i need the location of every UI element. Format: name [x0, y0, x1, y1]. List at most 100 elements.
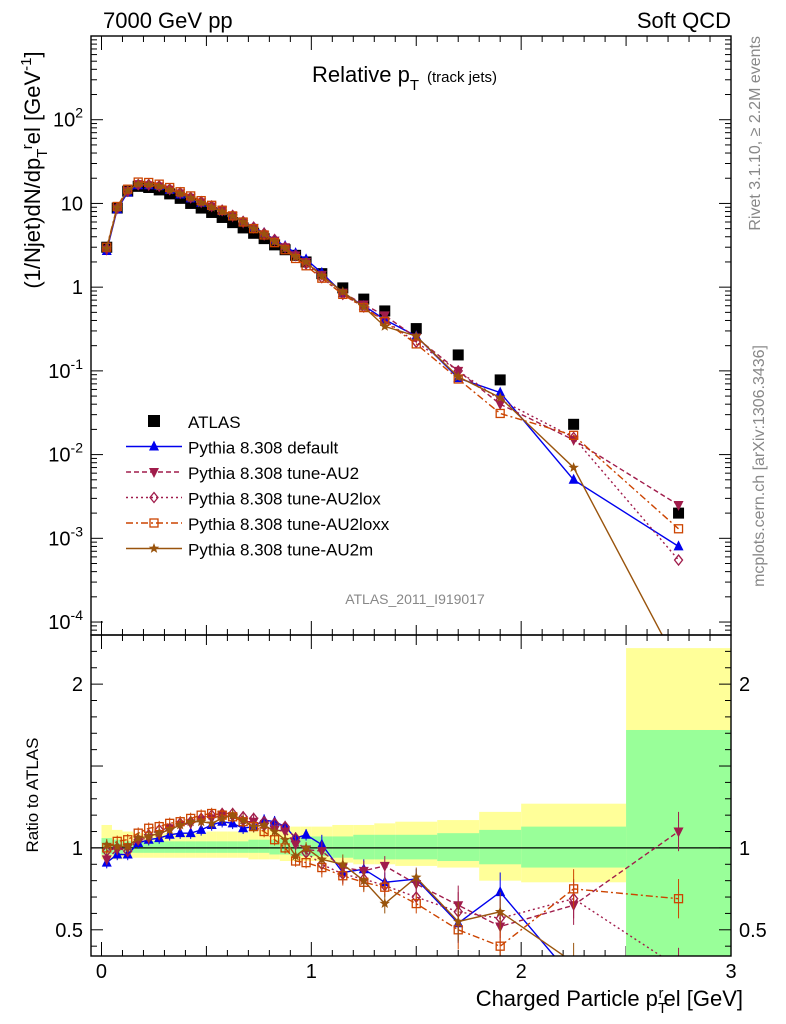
data-point [495, 941, 505, 951]
data-point [175, 827, 186, 838]
data-point [122, 184, 133, 195]
y-tick-label: 10-2 [48, 440, 83, 467]
data-point [207, 808, 217, 819]
data-point [164, 183, 175, 196]
data-point [227, 809, 238, 820]
data-point [149, 468, 159, 478]
data-point [494, 906, 506, 917]
data-point [269, 236, 280, 247]
plot-title: Relative pT (track jets) [312, 62, 497, 94]
data-point [133, 178, 144, 189]
data-point [185, 816, 196, 827]
stat-band [258, 839, 270, 853]
data-point [568, 957, 579, 967]
data-point [248, 223, 259, 234]
data-point [112, 840, 123, 851]
data-point [174, 188, 186, 199]
data-point [185, 192, 196, 203]
x-tick-label: 1 [306, 961, 317, 983]
data-point [269, 233, 280, 246]
data-point [280, 820, 290, 833]
y-tick-exponent: -4 [71, 607, 84, 623]
data-point [227, 217, 239, 229]
data-point [237, 814, 249, 825]
data-point [290, 249, 301, 262]
data-point [337, 288, 348, 301]
data-point [148, 415, 160, 427]
data-point [569, 973, 579, 983]
data-point [143, 830, 154, 841]
legend-entry: Pythia 8.308 tune-AU2m [126, 541, 373, 560]
legend-label: Pythia 8.308 tune-AU2m [188, 541, 373, 560]
data-point [185, 191, 196, 204]
data-point [411, 898, 421, 909]
stat-band [185, 841, 196, 853]
data-point [316, 853, 328, 864]
ratio-y-tick-label: 1 [72, 838, 83, 860]
data-point [380, 882, 390, 892]
data-point [379, 320, 390, 331]
data-point [149, 518, 159, 528]
data-point [494, 392, 506, 402]
y-tick-exponent: -1 [71, 356, 84, 372]
data-point [673, 894, 684, 904]
data-point [300, 842, 312, 853]
x-tick-label: 2 [516, 961, 527, 983]
data-point [290, 251, 301, 262]
data-point [196, 823, 207, 834]
data-point [216, 206, 228, 216]
data-point [674, 973, 684, 983]
y-tick-label: 1 [72, 277, 83, 299]
ratio-y-tick-label-right: 1 [739, 838, 750, 860]
data-point [673, 500, 684, 511]
data-point [122, 840, 133, 851]
stat-band [164, 841, 175, 853]
x-axis-label: Charged Particle pTrel [GeV] [476, 985, 743, 1017]
data-point [279, 834, 291, 845]
stat-band [353, 834, 375, 860]
data-point [495, 393, 506, 406]
data-point [290, 840, 301, 851]
stat-band [143, 841, 154, 853]
process-label: Soft QCD [637, 8, 731, 33]
data-point [290, 850, 301, 861]
data-point [216, 812, 228, 823]
legend-label: Pythia 8.308 tune-AU2 [188, 464, 359, 483]
data-point [101, 855, 112, 866]
legend-entry: Pythia 8.308 default [126, 439, 339, 458]
y-tick-exponent: -2 [71, 440, 84, 456]
ratio-panel: 0 1 2 30.5 0.51 12 2 [55, 634, 767, 983]
ratio-plot-area [101, 807, 684, 983]
y-tick-label: 102 [53, 105, 83, 132]
data-point [206, 201, 217, 212]
data-point [452, 349, 464, 361]
data-point [379, 305, 391, 317]
stat-band [437, 833, 480, 862]
data-point [358, 293, 370, 305]
data-point [101, 845, 112, 858]
stat-band [521, 826, 627, 868]
data-point [411, 871, 422, 882]
data-point [269, 826, 280, 836]
series-5 [101, 178, 663, 635]
main-y-axis-label: (1/Njet)dN/dpTrel [GeV-1] [18, 51, 51, 288]
legend-label: ATLAS [188, 413, 241, 432]
data-point [133, 832, 144, 843]
data-point [164, 184, 175, 195]
data-point [148, 543, 160, 553]
data-point [379, 898, 390, 908]
data-point [154, 180, 165, 191]
main-frame [90, 35, 732, 636]
data-point [337, 858, 348, 869]
x-tick-label: 0 [96, 961, 107, 983]
stat-band [237, 841, 249, 853]
data-point [358, 875, 369, 886]
legend-label: Pythia 8.308 tune-AU2loxx [188, 515, 390, 534]
data-point [453, 371, 464, 382]
data-point [673, 507, 685, 519]
data-point [358, 301, 369, 312]
data-point [411, 339, 421, 349]
stat-band [332, 836, 354, 858]
legend-label: Pythia 8.308 tune-AU2lox [188, 490, 381, 509]
ratio-series-4 [101, 809, 579, 967]
